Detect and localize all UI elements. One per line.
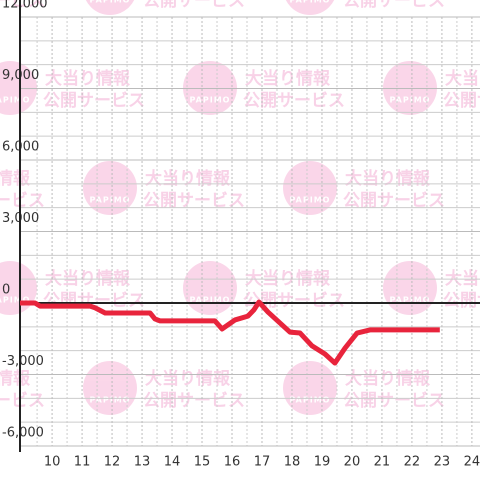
watermark-logo: [83, 361, 137, 415]
watermark-text: 大当り情報: [0, 368, 31, 389]
x-tick-label: 20: [344, 455, 361, 470]
watermark-logo: [285, 0, 335, 15]
watermark-logo-text: PAPIMO: [290, 196, 331, 205]
watermark-text: 大当り情報: [45, 68, 131, 89]
watermark-logo: [283, 161, 337, 215]
watermark-logo-text: PAPIMO: [290, 396, 331, 405]
watermark-logo-text: PAPIMO: [90, 196, 131, 205]
x-tick-label: 19: [314, 455, 331, 470]
watermark-text: 公開サービス: [343, 0, 445, 11]
watermark-logo-text: PAPIMO: [190, 296, 231, 305]
x-tick-label: 12: [104, 455, 121, 470]
watermark-logo: [83, 161, 137, 215]
watermark-text: 公開サービス: [143, 191, 245, 211]
x-tick-label: 21: [374, 455, 391, 470]
y-tick-label: 12,000: [2, 0, 48, 12]
watermark-text: 大当り情報: [0, 168, 31, 189]
watermark-text: 公開サービス: [243, 291, 345, 311]
x-tick-label: 15: [194, 455, 211, 470]
watermark-text: 公開サービス: [143, 0, 245, 11]
watermark-text: 公開サービス: [0, 0, 45, 11]
x-tick-label: 24: [464, 455, 480, 470]
watermark-text: 大当り情報: [245, 268, 331, 289]
watermark-text: 大当り情報: [445, 268, 480, 289]
watermark-text: 大当り情報: [445, 68, 480, 89]
watermark-logo-text: PAPIMO: [0, 96, 30, 105]
watermark-logo: [0, 61, 37, 115]
watermark-text: 公開サービス: [443, 91, 480, 111]
x-tick-label: 18: [284, 455, 301, 470]
data-line: [20, 299, 440, 366]
watermark-logo-text: PAPIMO: [190, 96, 231, 105]
watermark-logo: [183, 261, 237, 315]
watermark-text: 公開サービス: [343, 191, 445, 211]
watermark-logo-text: PAPIMO: [90, 0, 131, 5]
x-tick-label: 23: [434, 455, 451, 470]
watermark-text: 大当り情報: [345, 368, 431, 389]
x-tick-label: 14: [164, 455, 181, 470]
x-tick-label: 22: [404, 455, 421, 470]
watermark-text: 大当り情報: [345, 168, 431, 189]
x-tick-label: 17: [254, 455, 271, 470]
watermark-logo-text: PAPIMO: [90, 396, 131, 405]
y-tick-label: 0: [2, 283, 10, 298]
watermark-text: 大当り情報: [45, 268, 131, 289]
watermark-logo-text: PAPIMO: [390, 296, 431, 305]
watermark-logo: [85, 0, 135, 15]
watermark-text: 公開サービス: [343, 391, 445, 411]
watermark-logo: [283, 361, 337, 415]
watermark-logo-text: PAPIMO: [0, 296, 30, 305]
watermark-text: 公開サービス: [243, 91, 345, 111]
watermark-text: 公開サービス: [143, 391, 245, 411]
watermark-text: 公開サービス: [0, 191, 45, 211]
x-tick-label: 13: [134, 455, 151, 470]
x-tick-label: 16: [224, 455, 241, 470]
x-tick-label: 11: [74, 455, 91, 470]
watermark-text: 公開サービス: [443, 291, 480, 311]
watermark-logo-text: PAPIMO: [290, 0, 331, 5]
watermark-text: 大当り情報: [145, 168, 231, 189]
y-tick-label: -3,000: [2, 354, 44, 369]
watermark-text: 公開サービス: [0, 391, 45, 411]
watermark-text: 公開サービス: [43, 91, 145, 111]
x-tick-label: 10: [44, 455, 61, 470]
watermark-text: 大当り情報: [145, 368, 231, 389]
watermark-logo-text: PAPIMO: [390, 96, 431, 105]
y-tick-label: -6,000: [2, 426, 44, 441]
watermark-text: 大当り情報: [245, 68, 331, 89]
watermark-logo: [383, 261, 437, 315]
